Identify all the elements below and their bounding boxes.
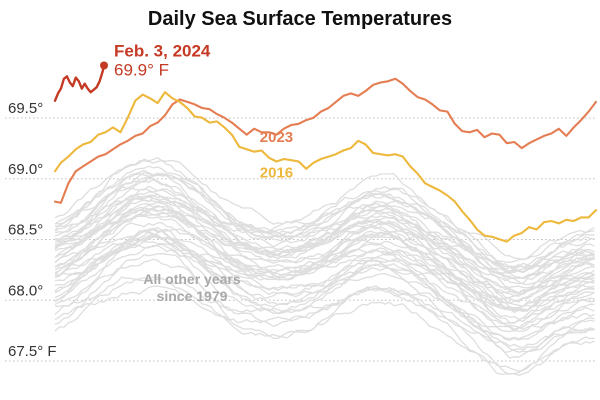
background-year-line (54, 172, 595, 304)
background-year-line (54, 234, 595, 329)
y-axis-tick-labels: 69.5° 69.0° 68.5° 68.0° 67.5° F (8, 100, 57, 360)
series-label-2016: 2016 (260, 164, 293, 181)
annotation-date: Feb. 3, 2024 (114, 42, 211, 61)
y-tick-label: 69.5° (8, 100, 43, 117)
background-year-line (54, 212, 595, 311)
background-year-line (54, 276, 595, 331)
background-year-line (54, 193, 595, 268)
background-year-line (54, 243, 595, 340)
series-line-2016 (53, 91, 598, 243)
y-tick-label: 68.0° (8, 282, 43, 299)
background-year-line (54, 227, 595, 353)
background-years-label-line-1: All other years (143, 271, 240, 287)
background-year-line (54, 194, 595, 270)
annotation-point (100, 61, 108, 70)
background-year-line (54, 205, 595, 280)
background-year-line (54, 201, 595, 333)
background-year-line (54, 172, 595, 264)
background-year-line (54, 276, 595, 375)
highlighted-series (53, 64, 598, 243)
background-year-line (54, 176, 595, 294)
y-tick-label: 67.5° F (8, 343, 57, 360)
series-labels: 2023 2016 (260, 129, 293, 181)
background-year-line (54, 186, 595, 261)
background-year-line (54, 252, 595, 377)
background-year-line (54, 215, 595, 320)
background-years-label-line-2: since 1979 (157, 288, 228, 304)
annotation-value: 69.9° F (114, 61, 169, 80)
background-years-lines (54, 157, 595, 377)
background-year-line (54, 230, 595, 325)
background-year-line (54, 174, 595, 285)
background-year-line (54, 231, 595, 359)
background-year-line (54, 235, 595, 341)
series-line-2023 (53, 77, 598, 204)
background-year-line (54, 285, 595, 349)
background-year-line (54, 222, 595, 307)
y-tick-label: 69.0° (8, 161, 43, 178)
background-year-line (54, 236, 595, 311)
background-year-line (54, 204, 595, 274)
chart-title: Daily Sea Surface Temperatures (148, 8, 452, 30)
series-label-2023: 2023 (260, 129, 293, 146)
y-tick-label: 68.5° (8, 222, 43, 239)
background-year-line (54, 211, 595, 324)
series-line-2024 (53, 64, 106, 102)
